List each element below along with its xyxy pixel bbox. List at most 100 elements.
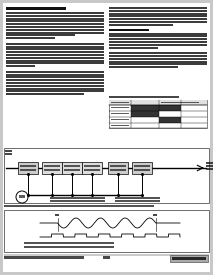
Bar (109, 15, 207, 17)
Bar (62, 162, 82, 174)
Bar (6, 88, 104, 90)
Bar (109, 60, 207, 63)
Bar (109, 58, 207, 60)
Bar (159, 117, 181, 123)
Bar (84, 169, 100, 170)
Bar (109, 33, 207, 35)
Bar (6, 74, 104, 76)
Bar (50, 200, 105, 202)
Bar (6, 62, 104, 64)
Bar (109, 46, 158, 49)
Bar (103, 256, 110, 258)
Bar (108, 162, 128, 174)
Bar (134, 169, 150, 170)
Bar (19, 195, 25, 197)
Bar (109, 18, 207, 20)
Bar (111, 119, 129, 120)
Bar (44, 169, 60, 170)
Bar (6, 7, 66, 10)
Bar (206, 165, 213, 166)
Bar (6, 12, 104, 14)
Bar (153, 214, 157, 216)
Bar (6, 15, 104, 17)
Bar (6, 34, 75, 36)
Bar (6, 46, 104, 48)
Bar (4, 148, 209, 203)
Bar (20, 169, 36, 170)
Bar (18, 162, 38, 174)
Bar (131, 105, 159, 111)
Bar (6, 57, 104, 59)
Bar (109, 96, 179, 98)
Circle shape (16, 191, 28, 203)
Bar (134, 165, 150, 167)
Bar (6, 60, 104, 62)
Bar (64, 165, 80, 167)
Bar (109, 38, 207, 40)
Bar (109, 35, 207, 37)
Bar (24, 246, 114, 248)
Bar (109, 44, 207, 46)
Bar (6, 23, 104, 25)
Bar (6, 29, 104, 31)
Bar (172, 257, 206, 260)
Bar (206, 162, 213, 164)
Bar (111, 125, 129, 126)
Bar (44, 165, 60, 167)
Bar (159, 105, 181, 111)
Bar (109, 10, 207, 12)
Bar (20, 165, 36, 167)
Bar (6, 51, 104, 53)
Bar (5, 150, 12, 152)
Bar (55, 214, 59, 216)
Bar (6, 20, 104, 22)
Bar (109, 21, 207, 23)
Bar (109, 29, 149, 31)
Bar (109, 66, 178, 68)
Bar (110, 165, 126, 167)
Bar (109, 100, 207, 128)
Bar (111, 112, 129, 114)
Bar (131, 111, 159, 117)
Bar (6, 82, 104, 84)
Bar (109, 24, 173, 26)
Bar (206, 168, 213, 169)
Bar (6, 79, 104, 81)
Bar (4, 205, 154, 207)
Bar (4, 256, 84, 258)
Bar (161, 101, 199, 103)
Bar (6, 37, 55, 39)
Bar (109, 64, 207, 65)
Bar (6, 48, 104, 50)
Bar (109, 100, 207, 105)
Bar (109, 13, 207, 15)
Bar (64, 169, 80, 170)
Bar (24, 242, 114, 244)
Bar (4, 210, 209, 252)
Bar (50, 197, 105, 199)
Bar (170, 255, 208, 262)
Bar (42, 162, 62, 174)
Bar (6, 93, 84, 95)
Bar (111, 106, 129, 108)
Bar (6, 18, 104, 20)
Bar (109, 41, 207, 43)
Bar (6, 90, 104, 92)
Bar (6, 71, 104, 73)
Bar (6, 65, 35, 67)
Bar (132, 162, 152, 174)
Bar (115, 197, 160, 199)
Bar (6, 76, 104, 78)
Bar (6, 32, 104, 34)
Bar (110, 169, 126, 170)
Bar (109, 52, 207, 54)
Bar (6, 43, 104, 45)
Bar (109, 55, 207, 57)
Bar (6, 26, 104, 28)
Bar (111, 101, 129, 103)
Bar (115, 200, 160, 202)
Bar (82, 162, 102, 174)
Bar (109, 7, 207, 9)
Bar (6, 85, 104, 87)
Bar (6, 54, 104, 56)
